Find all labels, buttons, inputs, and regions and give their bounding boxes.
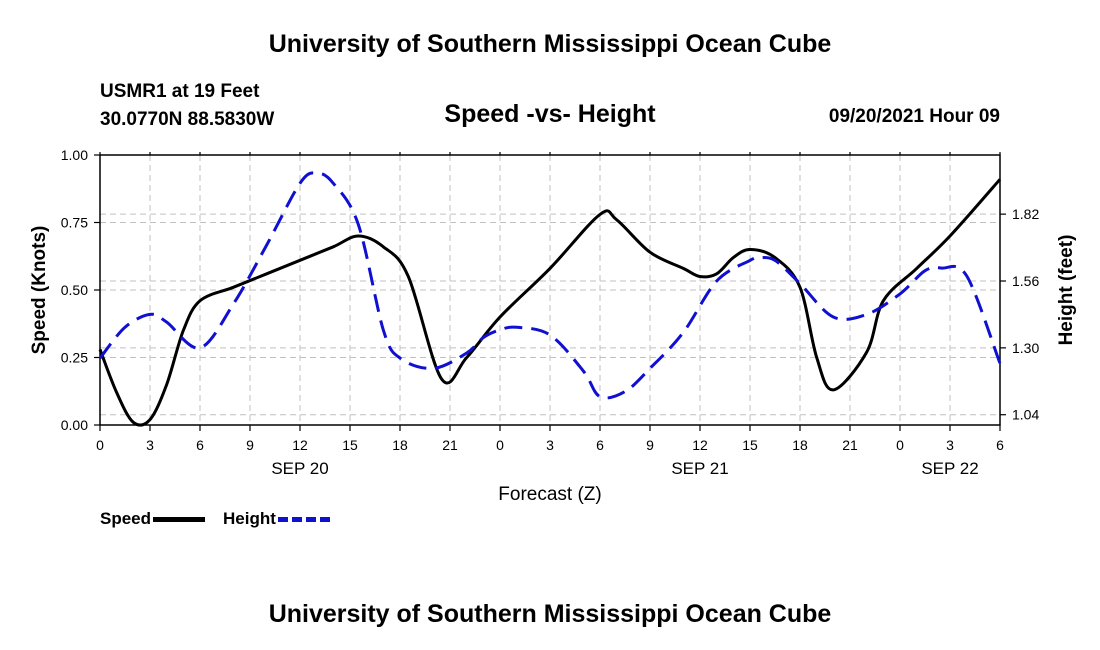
date-label: SEP 20 [271, 459, 328, 478]
x-axis-label: Forecast (Z) [498, 484, 601, 505]
station-name: USMR1 at 19 Feet [100, 81, 260, 102]
x-tick-label: 0 [496, 437, 504, 453]
y-right-tick-label: 1.30 [1012, 340, 1039, 356]
forecast-datetime: 09/20/2021 Hour 09 [828, 106, 1000, 127]
legend: Speed Height [100, 509, 348, 529]
x-tick-label: 6 [196, 437, 204, 453]
x-tick-label: 18 [792, 437, 808, 453]
x-tick-label: 15 [342, 437, 358, 453]
top-title: University of Southern Mississippi Ocean… [268, 30, 832, 58]
legend-speed-label: Speed [100, 509, 152, 528]
y-right-tick-label: 1.56 [1012, 273, 1039, 289]
y-left-tick-label: 1.00 [61, 147, 88, 163]
y-left-axis-label: Speed (Knots) [29, 226, 50, 355]
y-right-axis-label: Height (feet) [1056, 235, 1077, 346]
x-tick-label: 9 [646, 437, 654, 453]
legend-height-label: Height [223, 509, 276, 528]
chart-title: Speed -vs- Height [444, 100, 656, 128]
y-right-tick-label: 1.82 [1012, 206, 1039, 222]
x-tick-label: 3 [146, 437, 154, 453]
x-tick-label: 18 [392, 437, 408, 453]
date-label: SEP 21 [671, 459, 728, 478]
x-tick-label: 0 [96, 437, 104, 453]
x-tick-label: 9 [246, 437, 254, 453]
x-tick-label: 15 [742, 437, 758, 453]
x-tick-label: 6 [596, 437, 604, 453]
y-left-tick-label: 0.00 [61, 417, 88, 433]
y-right-tick-label: 1.04 [1012, 407, 1039, 423]
height-series-line [98, 171, 1002, 400]
x-tick-label: 3 [546, 437, 554, 453]
station-info: USMR1 at 19 Feet 30.0770N 88.5830W [100, 78, 274, 134]
legend-height-swatch [277, 516, 330, 522]
x-tick-label: 12 [692, 437, 708, 453]
bottom-title: University of Southern Mississippi Ocean… [268, 600, 832, 628]
y-left-tick-label: 0.75 [61, 215, 88, 231]
x-tick-label: 3 [946, 437, 954, 453]
y-left-tick-label: 0.25 [61, 350, 88, 366]
x-tick-label: 0 [896, 437, 904, 453]
y-left-tick-label: 0.50 [61, 282, 88, 298]
x-tick-label: 21 [842, 437, 858, 453]
x-tick-label: 21 [442, 437, 458, 453]
station-coords: 30.0770N 88.5830W [100, 109, 275, 130]
legend-speed-swatch [153, 516, 206, 522]
x-tick-label: 6 [996, 437, 1004, 453]
x-tick-label: 12 [292, 437, 308, 453]
speed-series-line [98, 178, 1002, 427]
date-label: SEP 22 [921, 459, 978, 478]
